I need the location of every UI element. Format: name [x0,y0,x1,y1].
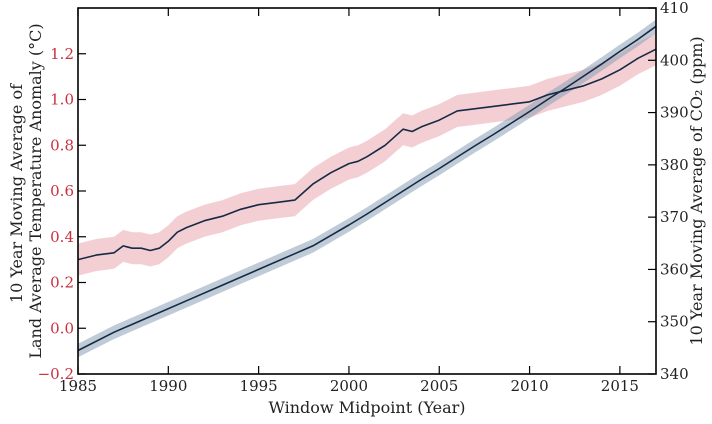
co2-series-line [77,25,657,352]
series-lines [77,25,657,352]
x-axis-title: Window Midpoint (Year) [268,398,465,417]
right-y-tick-label: 400 [660,51,689,69]
x-tick-label: 1990 [149,377,187,395]
left-y-tick-label: 0.0 [50,319,74,337]
left-y-tick-label: −0.2 [38,365,74,383]
axis-ticks [77,7,656,375]
right-y-tick-label: 390 [660,104,689,122]
right-y-tick-label: 370 [660,208,689,226]
right-y-tick-label: 380 [660,156,689,174]
x-tick-label: 2010 [510,377,548,395]
left-y-axis-title-line-2: Land Average Temperature Anomaly (°C) [26,23,45,358]
left-y-tick-label: 0.6 [50,182,74,200]
x-tick-label: 2015 [601,377,639,395]
plot-area-frame [77,7,657,375]
right-y-axis-title: 10 Year Moving Average of CO₂ (ppm) [687,36,706,345]
left-y-tick-label: 0.4 [50,228,74,246]
left-y-axis-title: 10 Year Moving Average of Land Average T… [7,23,45,358]
left-y-tick-label: 1.0 [50,91,74,109]
x-tick-label: 1985 [59,377,97,395]
left-y-tick-label: 0.2 [50,274,74,292]
x-tick-label: 1995 [240,377,278,395]
left-y-tick-label: 1.2 [50,45,74,63]
left-y-axis-title-line-1: 10 Year Moving Average of [7,83,26,303]
x-tick-label: 2000 [330,377,368,395]
right-y-tick-label: 410 [660,0,689,17]
right-y-tick-label: 360 [660,260,689,278]
confidence-bands [78,19,656,358]
axis-tick-labels: 1985 1990 1995 2000 2005 2010 2015 −0.2 0.0 0.2 0.… [38,0,689,395]
temperature-series-line [77,48,657,261]
co2-uncertainty-band [78,19,656,358]
right-y-tick-label: 350 [660,313,689,331]
right-y-tick-label: 340 [660,365,689,383]
temperature-uncertainty-band [78,33,656,276]
x-tick-label: 2005 [420,377,458,395]
left-y-tick-label: 0.8 [50,136,74,154]
